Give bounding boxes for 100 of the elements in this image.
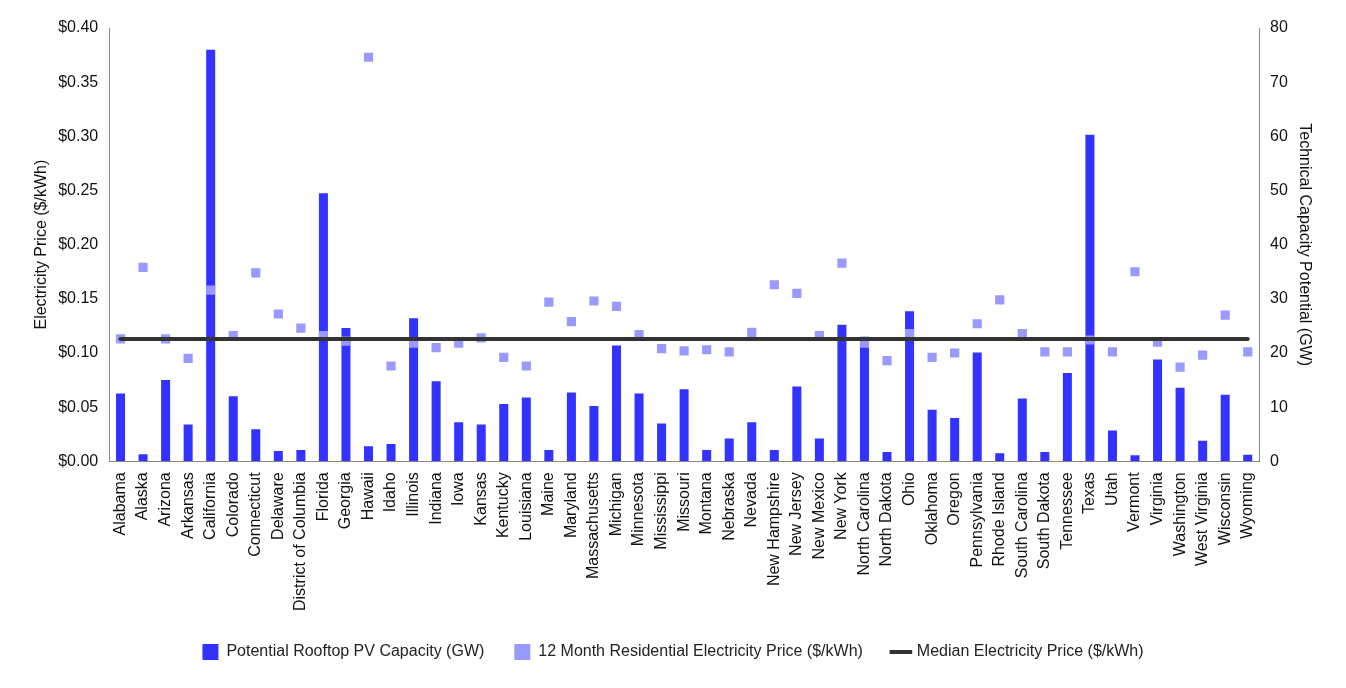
x-tick-label: New Mexico (809, 472, 827, 560)
point (702, 345, 712, 355)
point (386, 361, 396, 371)
x-tick-label: South Dakota (1035, 472, 1053, 570)
bar (138, 454, 148, 462)
y-axis-title: Electricity Price ($/kWh) (32, 159, 50, 330)
bar (476, 424, 486, 462)
point (251, 268, 261, 278)
bar (386, 443, 396, 462)
x-tick-label: Iowa (449, 472, 467, 507)
point (724, 347, 734, 357)
x-tick-label: Idaho (381, 472, 399, 513)
bar (747, 422, 757, 462)
x-tick-label: Nebraska (719, 472, 737, 541)
bar (183, 424, 193, 462)
x-tick-label: Michigan (606, 472, 624, 537)
point (206, 285, 216, 295)
x-tick-label: Utah (1102, 472, 1120, 507)
x-tick-label: Maryland (561, 472, 579, 539)
bar (1243, 454, 1253, 462)
x-tick-label: Tennessee (1057, 472, 1075, 550)
bar (544, 449, 554, 462)
bar (431, 381, 441, 462)
x-tick-label: Mississippi (651, 472, 669, 550)
point (837, 258, 847, 268)
x-tick-label: Louisiana (516, 472, 534, 541)
point (769, 280, 779, 290)
point (1220, 310, 1230, 320)
bar (116, 393, 126, 462)
point (499, 352, 509, 362)
y-tick-label: $0.25 (58, 180, 99, 198)
point (544, 297, 554, 307)
y2-tick-label: 70 (1270, 72, 1288, 90)
bar (1130, 455, 1140, 462)
x-tick-label: South Carolina (1012, 472, 1030, 579)
point (1130, 267, 1140, 277)
y2-tick-label: 20 (1270, 343, 1288, 361)
x-tick-label: Connecticut (246, 471, 264, 557)
x-tick-label: New York (832, 471, 850, 540)
bar (1085, 134, 1095, 462)
point (431, 342, 441, 353)
bar (1107, 430, 1117, 462)
x-tick-label: Delaware (268, 472, 286, 540)
y2-axis-title: Technical Capacity Potential (GW) (1296, 123, 1314, 367)
point (183, 353, 193, 363)
bar (273, 451, 283, 462)
bar (679, 389, 689, 462)
bar (927, 409, 937, 462)
x-tick-label: North Dakota (877, 472, 895, 567)
point (273, 309, 283, 319)
point (1040, 347, 1050, 357)
y-tick-label: $0.35 (58, 72, 99, 90)
point (950, 348, 960, 358)
bar (1220, 394, 1230, 462)
point (747, 327, 757, 337)
x-tick-label: Oklahoma (922, 472, 940, 546)
x-tick-label: District of Columbia (291, 472, 309, 611)
x-tick-label: Washington (1170, 472, 1188, 557)
legend-label: Median Electricity Price ($/kWh) (916, 642, 1144, 660)
bar (702, 449, 712, 462)
x-tick-label: Indiana (426, 472, 444, 525)
bar (363, 446, 374, 462)
y-tick-label: $0.20 (58, 235, 99, 253)
bar (1040, 452, 1050, 462)
x-tick-label: Oregon (945, 472, 963, 526)
point (1198, 350, 1208, 360)
y-tick-label: $0.05 (58, 397, 99, 415)
bar (657, 423, 667, 462)
bar (251, 429, 261, 462)
point (566, 316, 576, 327)
y2-tick-label: 10 (1270, 397, 1288, 415)
bar (566, 392, 576, 462)
x-tick-label: Georgia (336, 472, 354, 530)
y-tick-label: $0.15 (58, 289, 99, 307)
bar (228, 396, 238, 462)
bar (589, 406, 599, 462)
bar (341, 328, 351, 462)
x-tick-label: Montana (697, 472, 715, 535)
x-tick-label: Wyoming (1238, 472, 1256, 539)
bar (206, 49, 216, 462)
x-tick-label: Arizona (156, 472, 174, 527)
x-tick-label: Ohio (899, 472, 917, 507)
x-tick-label: Minnesota (629, 472, 647, 547)
x-tick-label: Kansas (471, 472, 489, 526)
y-tick-label: $0.30 (58, 126, 99, 144)
bar (837, 324, 847, 462)
x-tick-label: Colorado (223, 472, 241, 538)
point (521, 361, 531, 371)
point (611, 301, 622, 311)
y-tick-label: $0.00 (58, 451, 99, 469)
x-tick-label: Massachusetts (584, 472, 602, 580)
y2-tick-label: 50 (1270, 180, 1288, 198)
y2-tick-label: 60 (1270, 126, 1288, 144)
x-tick-label: California (201, 472, 219, 540)
point (972, 319, 982, 329)
bar (1153, 359, 1163, 462)
x-tick-label: Vermont (1125, 471, 1143, 532)
bar (161, 380, 171, 462)
x-tick-label: Hawaii (358, 472, 376, 521)
y2-tick-label: 30 (1270, 289, 1288, 307)
